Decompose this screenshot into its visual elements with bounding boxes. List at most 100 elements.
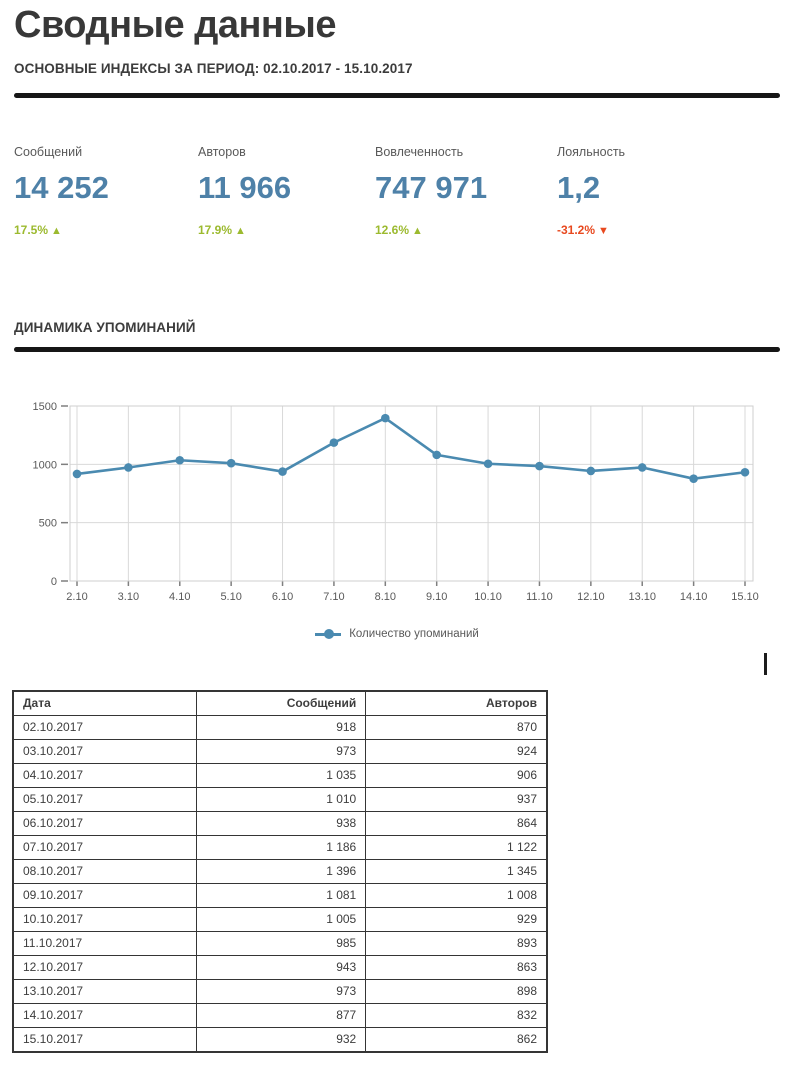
cell-date: 03.10.2017: [12, 739, 197, 764]
cell-date: 04.10.2017: [12, 763, 197, 788]
table-row: 05.10.2017 1 010 937: [12, 787, 548, 812]
kpi-row: Сообщений 14 252 17.5% ▲ Авторов 11 966 1…: [14, 145, 784, 237]
cell-value: 1 008: [365, 883, 548, 908]
table-header-row: Дата Сообщений Авторов: [12, 690, 548, 716]
kpi-value: 14 252: [14, 170, 109, 205]
cell-value: 1 345: [365, 859, 548, 884]
table-row: 12.10.2017 943 863: [12, 955, 548, 980]
table-header-messages: Сообщений: [195, 690, 367, 716]
cell-value: 1 122: [365, 835, 548, 860]
svg-text:7.10: 7.10: [323, 591, 344, 603]
cell-date: 02.10.2017: [12, 715, 197, 740]
svg-text:3.10: 3.10: [118, 591, 139, 603]
trend-up-icon: ▲: [235, 225, 246, 237]
table-row: 14.10.2017 877 832: [12, 1003, 548, 1028]
trend-down-icon: ▼: [598, 225, 609, 237]
table-row: 11.10.2017 985 893: [12, 931, 548, 956]
cell-value: 877: [195, 1003, 367, 1028]
kpi-card-authors: Авторов 11 966 17.9% ▲: [198, 145, 375, 237]
section-title-indexes: ОСНОВНЫЕ ИНДЕКСЫ ЗА ПЕРИОД: 02.10.2017 -…: [14, 61, 413, 76]
kpi-delta: -31.2% ▼: [557, 223, 609, 237]
cell-date: 12.10.2017: [12, 955, 197, 980]
cell-value: 924: [365, 739, 548, 764]
kpi-label: Вовлеченность: [375, 145, 464, 159]
cell-value: 938: [195, 811, 367, 836]
cell-value: 864: [365, 811, 548, 836]
mentions-chart-svg: 0 500 1000 1500 2.10 3.10 4.10 5.10 6.10 7.10 8.10…: [33, 401, 759, 603]
text-caret: [764, 653, 767, 675]
svg-text:5.10: 5.10: [220, 591, 241, 603]
cell-value: 906: [365, 763, 548, 788]
mentions-table-body: 02.10.2017 918 870 03.10.2017 973 924 04.10.20…: [12, 715, 548, 1053]
cell-value: 918: [195, 715, 367, 740]
svg-text:4.10: 4.10: [169, 591, 190, 603]
kpi-label: Сообщений: [14, 145, 83, 159]
svg-text:11.10: 11.10: [526, 591, 553, 603]
table-row: 02.10.2017 918 870: [12, 715, 548, 740]
kpi-delta: 17.5% ▲: [14, 223, 62, 237]
mentions-table: Дата Сообщений Авторов 02.10.2017 918 870 0…: [12, 690, 548, 1053]
cell-value: 863: [365, 955, 548, 980]
table-row: 09.10.2017 1 081 1 008: [12, 883, 548, 908]
cell-date: 15.10.2017: [12, 1027, 197, 1053]
svg-text:2.10: 2.10: [66, 591, 87, 603]
cell-date: 10.10.2017: [12, 907, 197, 932]
cell-value: 832: [365, 1003, 548, 1028]
divider: [14, 93, 780, 98]
kpi-value: 747 971: [375, 170, 488, 205]
cell-value: 898: [365, 979, 548, 1004]
cell-value: 862: [365, 1027, 548, 1053]
cell-value: 973: [195, 979, 367, 1004]
table-header-authors: Авторов: [365, 690, 548, 716]
kpi-value: 1,2: [557, 170, 601, 205]
kpi-card-loyalty: Лояльность 1,2 -31.2% ▼: [557, 145, 757, 237]
kpi-delta: 17.9% ▲: [198, 223, 246, 237]
cell-value: 1 081: [195, 883, 367, 908]
cell-date: 06.10.2017: [12, 811, 197, 836]
legend-line-marker-icon: [315, 629, 342, 639]
cell-value: 1 396: [195, 859, 367, 884]
cell-value: 1 005: [195, 907, 367, 932]
svg-text:9.10: 9.10: [426, 591, 447, 603]
cell-date: 05.10.2017: [12, 787, 197, 812]
cell-date: 14.10.2017: [12, 1003, 197, 1028]
table-row: 13.10.2017 973 898: [12, 979, 548, 1004]
trend-up-icon: ▲: [51, 225, 62, 237]
svg-text:0: 0: [51, 576, 57, 588]
cell-date: 09.10.2017: [12, 883, 197, 908]
cell-date: 07.10.2017: [12, 835, 197, 860]
cell-date: 13.10.2017: [12, 979, 197, 1004]
table-row: 07.10.2017 1 186 1 122: [12, 835, 548, 860]
kpi-card-engagement: Вовлеченность 747 971 12.6% ▲: [375, 145, 557, 237]
table-row: 03.10.2017 973 924: [12, 739, 548, 764]
svg-text:10.10: 10.10: [474, 591, 502, 603]
cell-value: 932: [195, 1027, 367, 1053]
cell-value: 937: [365, 787, 548, 812]
cell-date: 11.10.2017: [12, 931, 197, 956]
svg-text:15.10: 15.10: [731, 591, 759, 603]
kpi-label: Лояльность: [557, 145, 626, 159]
section-title-dynamics: ДИНАМИКА УПОМИНАНИЙ: [14, 320, 196, 335]
svg-text:6.10: 6.10: [272, 591, 293, 603]
kpi-delta: 12.6% ▲: [375, 223, 423, 237]
table-row: 15.10.2017 932 862: [12, 1027, 548, 1053]
svg-text:14.10: 14.10: [680, 591, 708, 603]
mentions-line-chart: 0 500 1000 1500 2.10 3.10 4.10 5.10 6.10 7.10 8.10…: [0, 390, 794, 640]
cell-value: 985: [195, 931, 367, 956]
table-row: 04.10.2017 1 035 906: [12, 763, 548, 788]
cell-date: 08.10.2017: [12, 859, 197, 884]
kpi-card-messages: Сообщений 14 252 17.5% ▲: [14, 145, 198, 237]
kpi-value: 11 966: [198, 170, 292, 205]
kpi-label: Авторов: [198, 145, 246, 159]
trend-up-icon: ▲: [412, 225, 423, 237]
divider: [14, 347, 780, 352]
svg-text:500: 500: [39, 518, 57, 530]
svg-text:12.10: 12.10: [577, 591, 605, 603]
cell-value: 1 010: [195, 787, 367, 812]
table-row: 08.10.2017 1 396 1 345: [12, 859, 548, 884]
cell-value: 1 186: [195, 835, 367, 860]
table-row: 06.10.2017 938 864: [12, 811, 548, 836]
svg-text:1500: 1500: [33, 401, 57, 413]
svg-text:8.10: 8.10: [375, 591, 396, 603]
page-title: Сводные данные: [14, 4, 336, 46]
